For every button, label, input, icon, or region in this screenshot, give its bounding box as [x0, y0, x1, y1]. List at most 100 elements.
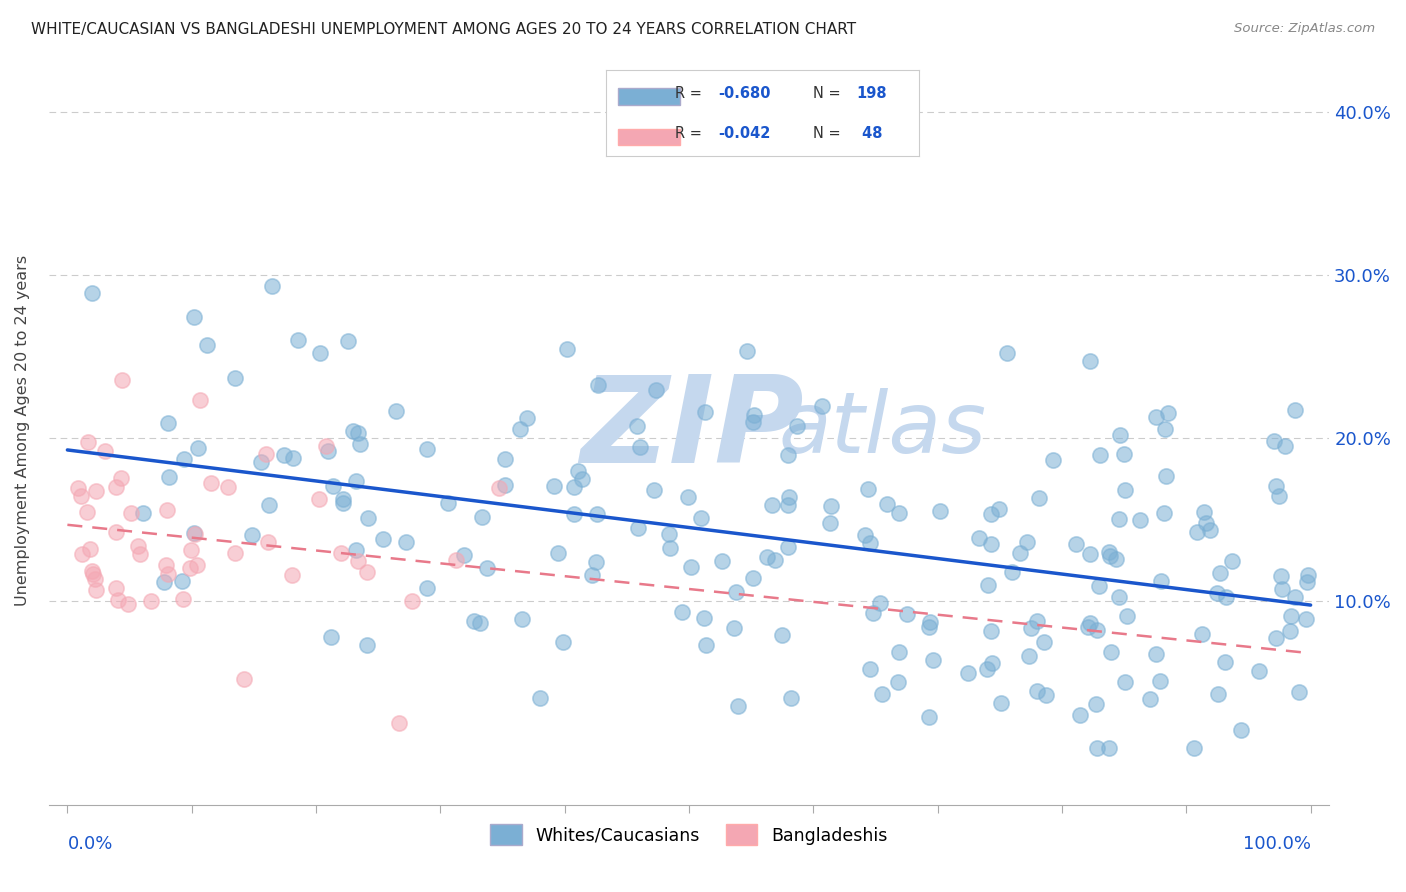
- Point: [562, 508, 585, 522]
- Point: [84, 573, 107, 587]
- Point: [127, 540, 149, 554]
- Point: [342, 424, 364, 438]
- Point: [761, 498, 783, 512]
- Point: [1195, 516, 1218, 531]
- Point: [110, 471, 132, 485]
- Point: [1026, 614, 1049, 628]
- Text: WHITE/CAUCASIAN VS BANGLADESHI UNEMPLOYMENT AMONG AGES 20 TO 24 YEARS CORRELATIO: WHITE/CAUCASIAN VS BANGLADESHI UNEMPLOYM…: [31, 22, 856, 37]
- Point: [128, 547, 150, 561]
- Point: [711, 554, 734, 568]
- Point: [82, 566, 104, 581]
- Point: [224, 545, 246, 559]
- Point: [287, 333, 309, 347]
- Point: [1182, 740, 1205, 755]
- Point: [416, 581, 439, 595]
- Point: [1194, 505, 1216, 519]
- Point: [332, 492, 354, 507]
- Point: [862, 606, 884, 620]
- Point: [273, 448, 295, 462]
- Point: [869, 596, 891, 610]
- Point: [170, 574, 193, 588]
- Point: [551, 635, 574, 649]
- Point: [1018, 649, 1040, 664]
- Point: [929, 504, 952, 518]
- Point: [1222, 554, 1244, 568]
- Point: [249, 455, 271, 469]
- Point: [93, 444, 115, 458]
- Point: [180, 543, 202, 558]
- Point: [727, 699, 749, 714]
- Point: [156, 503, 179, 517]
- Point: [471, 510, 494, 524]
- Point: [870, 687, 893, 701]
- Point: [887, 506, 910, 520]
- Point: [778, 498, 800, 512]
- Point: [1144, 647, 1167, 661]
- Point: [1153, 506, 1175, 520]
- Point: [319, 630, 342, 644]
- Point: [1015, 535, 1038, 549]
- Point: [401, 594, 423, 608]
- Point: [1098, 549, 1121, 563]
- Point: [315, 439, 337, 453]
- Point: [723, 621, 745, 635]
- Point: [453, 548, 475, 562]
- Point: [810, 400, 832, 414]
- Point: [120, 506, 142, 520]
- Point: [84, 582, 107, 597]
- Point: [995, 346, 1018, 360]
- Point: [1078, 616, 1101, 631]
- Point: [1156, 468, 1178, 483]
- Point: [322, 479, 344, 493]
- Point: [1198, 523, 1220, 537]
- Point: [488, 481, 510, 495]
- Point: [349, 437, 371, 451]
- Point: [509, 422, 531, 436]
- Point: [987, 501, 1010, 516]
- Point: [735, 344, 758, 359]
- Point: [344, 474, 367, 488]
- Point: [336, 334, 359, 349]
- Point: [1008, 546, 1031, 560]
- Point: [1114, 483, 1136, 498]
- Point: [1209, 566, 1232, 580]
- Point: [281, 451, 304, 466]
- Point: [957, 666, 980, 681]
- Point: [981, 656, 1004, 670]
- Point: [820, 500, 842, 514]
- Point: [770, 628, 793, 642]
- Point: [695, 638, 717, 652]
- Point: [80, 564, 103, 578]
- Point: [82, 285, 104, 300]
- Point: [1208, 687, 1230, 701]
- Point: [1098, 740, 1121, 755]
- Point: [79, 542, 101, 557]
- Point: [1205, 586, 1227, 600]
- Point: [628, 440, 651, 454]
- Point: [1270, 569, 1292, 583]
- Text: Source: ZipAtlas.com: Source: ZipAtlas.com: [1234, 22, 1375, 36]
- Point: [183, 526, 205, 541]
- Point: [922, 653, 945, 667]
- Point: [437, 496, 460, 510]
- Point: [510, 612, 533, 626]
- Point: [117, 597, 139, 611]
- Point: [1295, 612, 1317, 626]
- Point: [347, 554, 370, 568]
- Point: [786, 418, 808, 433]
- Point: [679, 560, 702, 574]
- Point: [889, 645, 911, 659]
- Point: [1085, 697, 1108, 711]
- Point: [224, 371, 246, 385]
- Point: [260, 278, 283, 293]
- Point: [853, 528, 876, 542]
- Point: [571, 472, 593, 486]
- Point: [111, 373, 134, 387]
- Point: [918, 615, 941, 630]
- Point: [1099, 645, 1122, 659]
- Point: [918, 709, 941, 723]
- Point: [356, 638, 378, 652]
- Point: [1187, 525, 1209, 540]
- Point: [132, 506, 155, 520]
- Point: [741, 415, 763, 429]
